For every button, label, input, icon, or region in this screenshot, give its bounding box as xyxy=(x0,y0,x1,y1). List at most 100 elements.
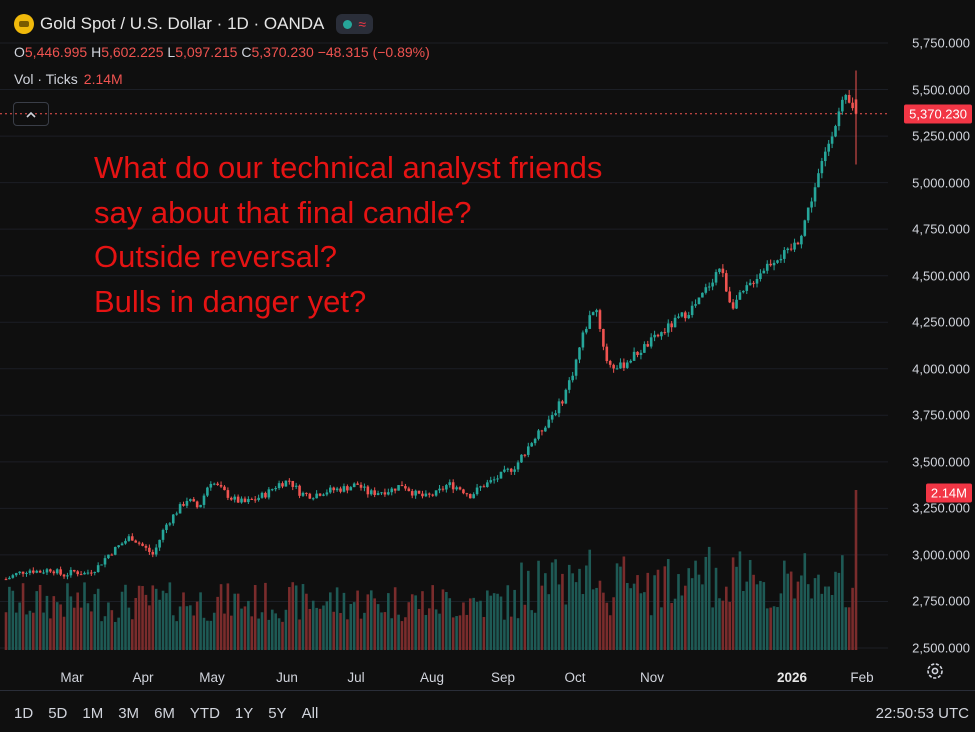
candle-body xyxy=(841,99,844,112)
utc-clock[interactable]: 22:50:53 UTC xyxy=(875,705,969,722)
time-tick-label: Oct xyxy=(564,670,586,685)
candle-body xyxy=(653,334,656,338)
volume-bar xyxy=(328,592,332,650)
annotation-line: say about that final candle? xyxy=(94,194,472,230)
symbol-header: Gold Spot / U.S. Dollar · 1D · OANDA ≈ xyxy=(14,14,374,34)
volume-bar xyxy=(557,584,561,650)
volume-bar xyxy=(270,609,274,650)
volume-bar xyxy=(199,592,202,650)
symbol-title[interactable]: Gold Spot / U.S. Dollar · 1D · OANDA xyxy=(40,14,325,33)
volume-bar xyxy=(748,559,752,650)
candle-body xyxy=(161,529,165,540)
volume-bar xyxy=(578,568,581,650)
candle-body xyxy=(151,551,155,555)
candle-body xyxy=(581,332,585,348)
candle-body xyxy=(690,305,694,316)
volume-bar xyxy=(707,546,711,650)
candle-body xyxy=(274,488,277,490)
candle-body xyxy=(72,569,76,572)
volume-bar xyxy=(298,619,301,650)
volume-bar xyxy=(438,613,441,650)
candle-body xyxy=(107,554,110,559)
volume-bar xyxy=(731,557,735,650)
volume-bar xyxy=(311,600,315,650)
volume-bar xyxy=(90,611,93,650)
candle-body xyxy=(540,430,544,432)
candle-body xyxy=(311,498,315,500)
candle-body xyxy=(591,312,595,316)
range-button-all[interactable]: All xyxy=(301,705,319,722)
candle-body xyxy=(803,220,807,236)
volume-bar xyxy=(585,565,588,650)
volume-bar xyxy=(38,584,42,650)
candle-body xyxy=(451,482,455,490)
volume-bar xyxy=(735,566,738,650)
candle-body xyxy=(69,569,73,576)
candle-body xyxy=(533,438,537,444)
price-tick-label: 4,750.000 xyxy=(912,221,970,237)
low-label: L xyxy=(167,44,176,60)
candle-body xyxy=(854,99,858,114)
volume-bar xyxy=(844,607,848,650)
candle-body xyxy=(544,427,547,432)
candle-body xyxy=(66,575,69,577)
volume-bar xyxy=(322,605,325,650)
range-button-ytd[interactable]: YTD xyxy=(189,705,220,722)
volume-label[interactable]: Vol · Ticks xyxy=(14,71,78,87)
candle-body xyxy=(332,487,336,491)
annotation-line: Bulls in danger yet? xyxy=(94,283,367,319)
candlestick-chart[interactable] xyxy=(0,0,975,690)
volume-bar xyxy=(591,589,595,650)
range-buttons: 1D 5D 1M 3M 6M YTD 1Y 5Y All xyxy=(14,705,318,722)
volume-bar xyxy=(789,571,793,650)
volume-bar xyxy=(823,586,827,650)
volume-bar xyxy=(253,585,257,650)
candle-body xyxy=(489,480,493,483)
volume-bar xyxy=(260,612,264,650)
candle-body xyxy=(93,572,97,574)
candle-body xyxy=(701,292,704,298)
range-button-5d[interactable]: 5D xyxy=(48,705,68,722)
volume-bar xyxy=(666,559,670,650)
range-button-1d[interactable]: 1D xyxy=(14,705,34,722)
annotation-line: Outside reversal? xyxy=(94,239,337,274)
price-tick-label: 2,500.000 xyxy=(912,640,970,656)
candle-body xyxy=(506,468,510,470)
volume-bar xyxy=(192,615,196,650)
candle-body xyxy=(704,287,708,293)
time-tick-label: Jul xyxy=(347,670,365,685)
range-button-6m[interactable]: 6M xyxy=(154,705,175,722)
volume-bar xyxy=(407,602,411,650)
volume-bar xyxy=(219,584,223,650)
volume-bar xyxy=(288,587,291,650)
range-button-1m[interactable]: 1M xyxy=(82,705,104,722)
candle-body xyxy=(390,488,394,493)
volume-bar xyxy=(701,584,704,650)
volume-bar xyxy=(131,619,134,650)
volume-bar xyxy=(72,607,76,650)
volume-bar xyxy=(724,586,728,650)
volume-bar xyxy=(110,610,114,650)
range-button-1y[interactable]: 1Y xyxy=(234,705,254,722)
range-button-5y[interactable]: 5Y xyxy=(268,705,287,722)
collapse-legend-button[interactable] xyxy=(13,102,49,126)
candle-body xyxy=(714,272,718,283)
price-tick-label: 3,500.000 xyxy=(912,454,970,470)
candle-body xyxy=(612,364,615,369)
volume-bar xyxy=(339,613,342,650)
wave-icon: ≈ xyxy=(358,16,367,32)
volume-bar xyxy=(45,595,49,650)
candle-body xyxy=(697,297,701,305)
volume-bar xyxy=(18,602,21,650)
range-button-3m[interactable]: 3M xyxy=(118,705,140,722)
volume-bar xyxy=(817,574,820,650)
candle-body xyxy=(724,273,728,292)
volume-bar xyxy=(793,598,796,650)
candle-body xyxy=(520,454,523,463)
volume-bar xyxy=(86,603,90,650)
candle-body xyxy=(438,488,441,491)
volume-bar xyxy=(83,582,86,650)
volume-bar xyxy=(434,609,438,650)
chart-settings-button[interactable] xyxy=(925,661,945,681)
market-status-pill[interactable]: ≈ xyxy=(336,14,374,34)
